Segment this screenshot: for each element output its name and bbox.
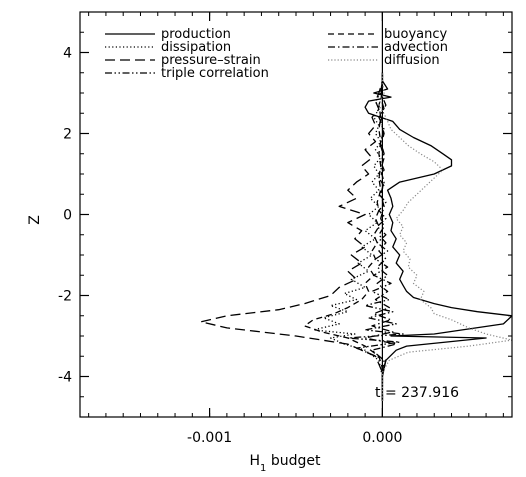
series-line-pressure-strain <box>200 72 384 401</box>
time-annotation: t = 237.916 <box>375 385 459 401</box>
legend-label-dissipation: dissipation <box>161 40 231 55</box>
series-line-production <box>364 72 512 401</box>
x-tick-label: -0.001 <box>187 430 232 446</box>
legend-label-pressure-strain: pressure–strain <box>161 53 261 68</box>
series-line-diffusion <box>378 72 512 401</box>
y-tick-label: -4 <box>58 370 72 386</box>
y-tick-label: 0 <box>63 208 72 224</box>
series-line-buoyancy <box>303 72 384 401</box>
y-tick-label: -2 <box>58 289 72 305</box>
legend-label-advection: advection <box>384 40 448 55</box>
legend-label-triple-correlation: triple correlation <box>161 66 269 81</box>
series-group <box>200 12 512 417</box>
x-axis-label: H1 budget <box>250 453 322 473</box>
y-axis-label: Z <box>27 215 43 225</box>
series-clip-group <box>200 12 512 417</box>
y-tick-label: 2 <box>63 127 72 143</box>
legend-label-buoyancy: buoyancy <box>384 27 447 42</box>
legend-label-production: production <box>161 27 231 42</box>
y-tick-label: 4 <box>63 46 72 62</box>
legend: productiondissipationpressure–straintrip… <box>105 27 448 81</box>
series-line-advection <box>364 72 397 401</box>
x-tick-label: 0.000 <box>362 430 402 446</box>
legend-label-diffusion: diffusion <box>384 53 440 68</box>
